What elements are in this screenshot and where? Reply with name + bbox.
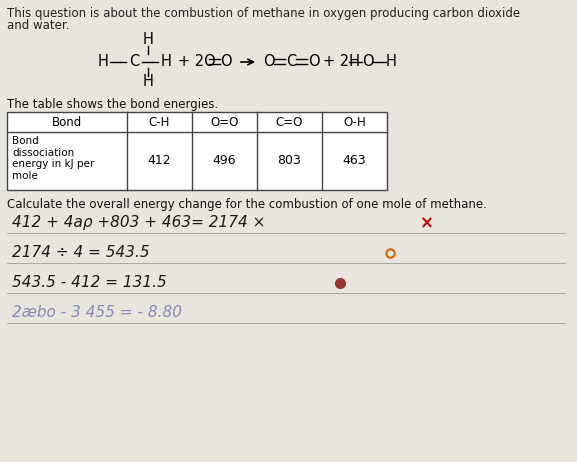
Text: 2174 ÷ 4 = 543.5: 2174 ÷ 4 = 543.5	[12, 245, 149, 260]
Text: and water.: and water.	[7, 19, 69, 32]
Text: This question is about the combustion of methane in oxygen producing carbon diox: This question is about the combustion of…	[7, 7, 520, 20]
Bar	[7, 112, 387, 190]
Text: 2æbo - 3 455 = - 8.80: 2æbo - 3 455 = - 8.80	[12, 305, 182, 320]
Text: O=O: O=O	[210, 116, 239, 128]
Text: 496: 496	[213, 154, 237, 168]
Text: C-H: C-H	[149, 116, 170, 128]
Text: O: O	[263, 55, 275, 69]
Text: C: C	[129, 55, 139, 69]
Text: 463: 463	[343, 154, 366, 168]
Text: O: O	[308, 55, 320, 69]
Text: H: H	[160, 55, 171, 69]
Text: + 2O: + 2O	[178, 55, 216, 69]
Text: Bond: Bond	[52, 116, 82, 128]
Text: H: H	[143, 74, 153, 90]
Text: C: C	[286, 55, 296, 69]
Text: + 2H: + 2H	[323, 55, 360, 69]
Text: H: H	[143, 32, 153, 48]
Text: H: H	[386, 55, 397, 69]
Text: 543.5 - 412 = 131.5: 543.5 - 412 = 131.5	[12, 275, 167, 290]
Text: 803: 803	[278, 154, 301, 168]
Text: C=O: C=O	[276, 116, 303, 128]
Text: H: H	[98, 55, 108, 69]
Text: The table shows the bond energies.: The table shows the bond energies.	[7, 98, 218, 111]
Text: 412: 412	[148, 154, 171, 168]
Text: O-H: O-H	[343, 116, 366, 128]
Text: Calculate the overall energy change for the combustion of one mole of methane.: Calculate the overall energy change for …	[7, 198, 487, 211]
Text: O: O	[362, 55, 374, 69]
Text: 412 + 4aρ +803 + 463= 2174 ×: 412 + 4aρ +803 + 463= 2174 ×	[12, 215, 265, 230]
Text: Bond
dissociation
energy in kJ per
mole: Bond dissociation energy in kJ per mole	[12, 136, 94, 181]
Text: O: O	[220, 55, 231, 69]
Text: ×: ×	[420, 214, 434, 232]
